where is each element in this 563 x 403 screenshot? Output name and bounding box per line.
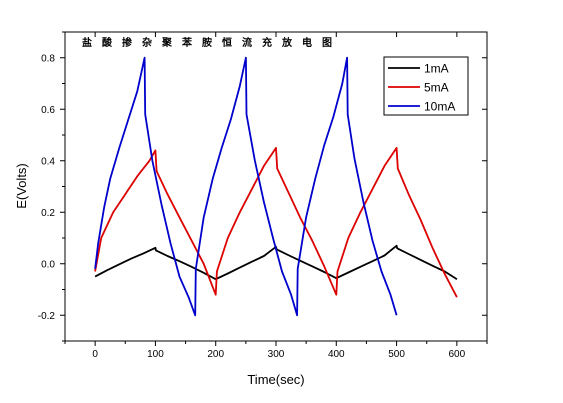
x-axis-title: Time(sec) bbox=[247, 372, 304, 387]
y-tick-label: 0.2 bbox=[41, 208, 55, 219]
y-tick-label: 0.8 bbox=[41, 53, 55, 64]
y-tick-label: 0.6 bbox=[41, 105, 55, 116]
x-tick-label: 100 bbox=[147, 349, 164, 360]
y-tick-label: -0.2 bbox=[38, 311, 56, 322]
x-tick-label: 300 bbox=[268, 349, 285, 360]
series-line-5ma bbox=[94, 146, 458, 298]
x-tick-label: 400 bbox=[328, 349, 345, 360]
y-tick-label: 0.4 bbox=[41, 156, 55, 167]
legend-label-10ma: 10mA bbox=[424, 100, 455, 114]
x-tick-label: 200 bbox=[207, 349, 224, 360]
series-layer bbox=[94, 56, 458, 317]
x-tick-label: 500 bbox=[388, 349, 405, 360]
y-axis-title: E(Volts) bbox=[14, 163, 29, 209]
x-axis-ticks: 0 100 200 300 400 500 600 bbox=[64, 32, 488, 360]
y-tick-label: 0.0 bbox=[41, 259, 55, 270]
x-tick-label: 600 bbox=[449, 349, 466, 360]
y-axis-ticks: -0.2 0.0 0.2 0.4 0.6 0.8 bbox=[38, 31, 487, 342]
chart-title: 盐酸掺杂聚苯胺恒流充放电图 bbox=[82, 36, 342, 49]
legend-label-1ma: 1mA bbox=[424, 62, 449, 76]
x-tick-label: 0 bbox=[92, 349, 98, 360]
legend: 1mA 5mA 10mA bbox=[383, 56, 469, 116]
series-line-10ma bbox=[94, 56, 398, 317]
legend-label-5ma: 5mA bbox=[424, 81, 449, 95]
